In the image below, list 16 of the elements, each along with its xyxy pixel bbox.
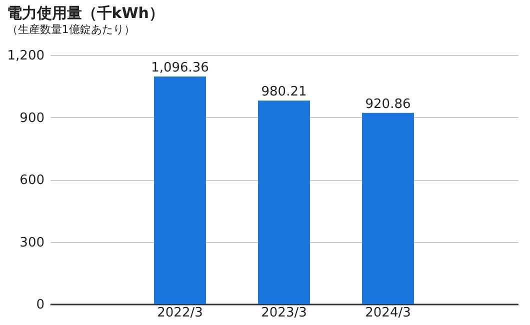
x-tick-label: 2024/3 — [365, 306, 411, 320]
x-tick-label: 2022/3 — [157, 306, 203, 320]
data-label: 1,096.36 — [151, 60, 209, 76]
x-tick-label: 2023/3 — [261, 306, 307, 320]
chart-title: 電力使用量（千kWh） — [6, 4, 164, 22]
data-label: 980.21 — [261, 84, 307, 100]
y-tick-label: 1,200 — [7, 48, 44, 64]
bar — [258, 100, 310, 304]
y-tick-label: 0 — [36, 298, 44, 312]
bar — [154, 76, 206, 304]
y-tick-label: 300 — [20, 235, 44, 250]
y-tick-label: 600 — [20, 173, 44, 188]
data-label: 920.86 — [365, 96, 411, 112]
bar — [362, 112, 414, 304]
y-tick-label: 900 — [20, 110, 44, 126]
chart-subtitle: （生産数量1億錠あたり） — [6, 23, 135, 36]
